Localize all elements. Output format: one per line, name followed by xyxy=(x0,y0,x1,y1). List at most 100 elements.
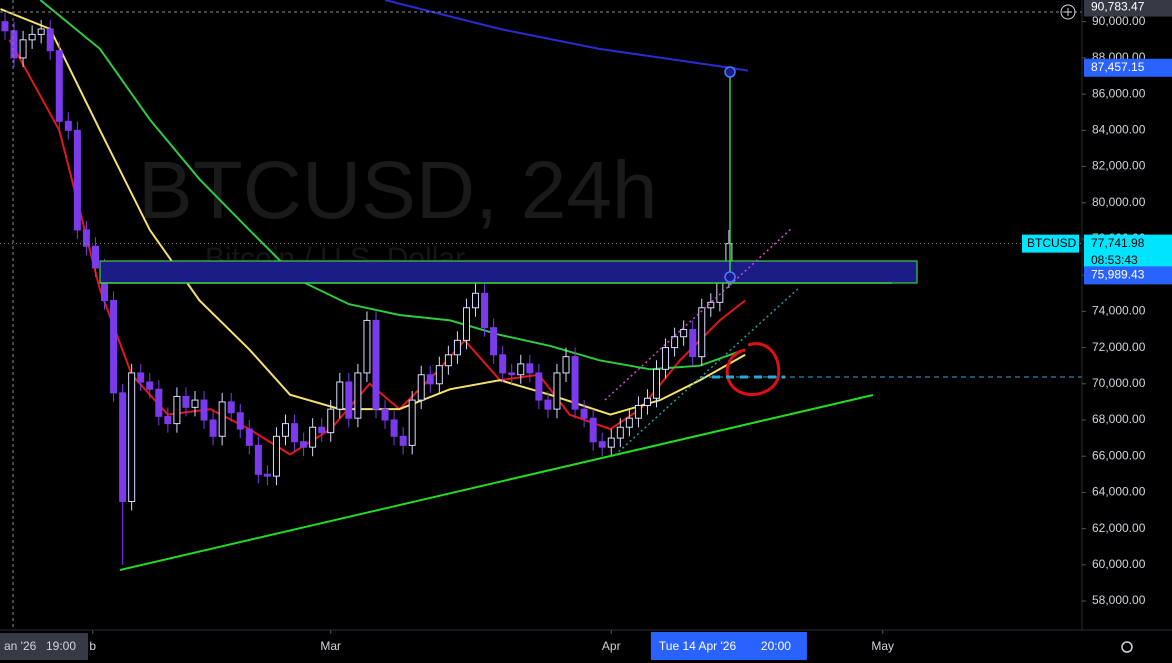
average-line xyxy=(39,0,746,371)
measure-handle xyxy=(724,271,736,283)
candle-body xyxy=(91,245,99,269)
watermark-title: BTCUSD, 24h xyxy=(138,145,658,236)
candle-body xyxy=(417,374,425,401)
current-time: 20:00 xyxy=(761,639,791,653)
y-tick-label: 86,000.00 xyxy=(1092,86,1146,100)
candle-body xyxy=(19,39,27,59)
candle-body xyxy=(490,327,498,356)
candle-body xyxy=(444,354,452,367)
crosshair-time: 19:00 xyxy=(46,639,76,653)
candle-body xyxy=(254,444,262,475)
crosshair-date: an '26 xyxy=(4,639,37,653)
candle-body xyxy=(662,347,670,370)
candle-body xyxy=(164,415,172,425)
crosshair-date-box xyxy=(0,633,88,660)
candle-body xyxy=(698,307,706,358)
candle-body xyxy=(390,419,398,437)
candle-body xyxy=(562,356,570,374)
y-tick-label: 80,000.00 xyxy=(1092,195,1146,209)
candle-body xyxy=(589,417,597,443)
y-tick-label: 58,000.00 xyxy=(1092,593,1146,607)
candle-body xyxy=(336,381,344,410)
price-label-box xyxy=(1084,58,1172,77)
settings-button[interactable] xyxy=(1121,641,1133,653)
y-tick-label: 84,000.00 xyxy=(1092,123,1146,137)
candle-body xyxy=(245,428,253,446)
candle-body xyxy=(426,374,434,385)
add-button[interactable] xyxy=(1060,4,1076,20)
y-tick-label: 66,000.00 xyxy=(1092,448,1146,462)
candle-body xyxy=(544,399,552,410)
candle-body xyxy=(173,395,181,425)
candle-body xyxy=(508,372,516,376)
countdown: 08:53:43 xyxy=(1091,253,1138,267)
price-label: 87,457.15 xyxy=(1091,60,1145,74)
candle-body xyxy=(625,417,633,428)
candle-body xyxy=(653,368,661,399)
candle-body xyxy=(146,381,154,390)
candle-body xyxy=(707,301,715,309)
candle-body xyxy=(671,336,679,349)
candle-body xyxy=(227,401,235,414)
candle-body xyxy=(300,441,308,448)
candle-body xyxy=(499,354,507,374)
price-label-box xyxy=(1084,266,1172,285)
candle-body xyxy=(381,408,389,421)
price-axis xyxy=(1082,0,1172,663)
candle-body xyxy=(155,388,163,417)
candle-body xyxy=(345,381,353,419)
x-tick-label: May xyxy=(871,639,894,653)
y-tick-label: 72,000.00 xyxy=(1092,340,1146,354)
candle-body xyxy=(472,292,480,309)
y-tick-label: 64,000.00 xyxy=(1092,485,1146,499)
price-label-box xyxy=(1084,0,1172,17)
add-icon xyxy=(1064,8,1072,16)
candle-body xyxy=(1,21,9,32)
price-label: 90,783.47 xyxy=(1091,0,1145,14)
candle-body xyxy=(236,412,244,430)
candle-body xyxy=(209,419,217,437)
candle-body xyxy=(10,30,18,59)
candle-body xyxy=(689,328,697,358)
channel-line xyxy=(614,286,801,456)
candle-body xyxy=(535,372,543,401)
candle-body xyxy=(408,399,416,446)
average-line xyxy=(384,0,749,72)
candle-body xyxy=(680,328,688,338)
trend-line xyxy=(119,394,874,571)
candle-body xyxy=(462,307,470,341)
candle-body xyxy=(191,399,199,408)
candle-body xyxy=(354,372,362,419)
candle-body xyxy=(281,423,289,437)
candle-body xyxy=(82,229,90,247)
candle-body xyxy=(607,437,615,448)
candle-body xyxy=(598,441,606,448)
candle-body xyxy=(372,319,380,410)
candle-body xyxy=(291,423,299,443)
candle-body xyxy=(481,292,489,329)
x-tick-label: Apr xyxy=(602,639,621,653)
x-tick-label: b xyxy=(89,639,96,653)
y-tick-label: 60,000.00 xyxy=(1092,557,1146,571)
candle-body xyxy=(453,339,461,356)
candle-body xyxy=(435,365,443,385)
x-tick-label: Mar xyxy=(320,639,341,653)
candle-body xyxy=(399,435,407,446)
candle-body xyxy=(73,129,81,231)
candle-body xyxy=(55,50,63,122)
y-tick-label: 82,000.00 xyxy=(1092,159,1146,173)
price-label: 77,741.98 xyxy=(1091,236,1145,250)
y-tick-label: 68,000.00 xyxy=(1092,412,1146,426)
y-tick-label: 74,000.00 xyxy=(1092,304,1146,318)
candle-body xyxy=(616,426,624,439)
candle-body xyxy=(28,33,36,41)
price-label: 75,989.43 xyxy=(1091,268,1145,282)
candle-body xyxy=(526,363,534,374)
candle-body xyxy=(263,473,271,477)
candle-body xyxy=(643,397,651,407)
candle-body xyxy=(634,405,642,419)
candle-body xyxy=(128,372,136,502)
current-date-box xyxy=(650,632,807,660)
candle-body xyxy=(517,363,525,376)
y-tick-label: 70,000.00 xyxy=(1092,376,1146,390)
